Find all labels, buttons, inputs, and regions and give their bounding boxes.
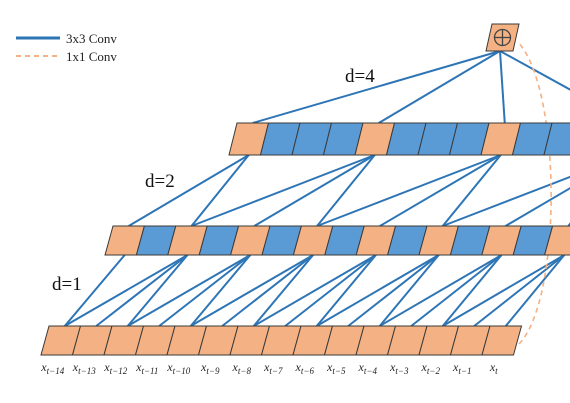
edge-l1-l2 [64,254,189,327]
edge-l1-l2 [127,254,251,327]
edge-l1-l2 [379,254,503,327]
edge-l3-sum [499,50,570,91]
legend-3x3-label: 3x3 Conv [66,31,117,46]
edge-l1-l2 [442,254,565,327]
input-label-2: xt−13 [72,360,96,376]
edge-l1-l2 [315,254,377,327]
edge-l2-l3 [442,175,570,227]
edge-l1-l2 [504,254,566,327]
input-label-12: xt−3 [389,360,409,376]
input-label-8: xt−7 [263,360,283,376]
input-label-9: xt−6 [295,360,315,376]
input-label-1: xt−14 [40,360,64,376]
edge-l1-l2 [473,254,565,327]
edge-l1-l2 [63,254,126,327]
edge-l1-l2 [316,254,440,327]
edge-l1-l2 [190,254,314,327]
legend-1x1-label: 1x1 Conv [66,49,117,64]
edge-l2-l3 [190,154,250,227]
edge-l2-l3 [504,187,570,227]
input-label-11: xt−4 [358,360,378,376]
input-label-15: xt [489,360,498,376]
connections [63,41,570,345]
sum-node [485,23,520,52]
edge-l1-l2 [189,254,252,327]
layers [40,122,570,356]
edge-l2-l3 [191,154,376,227]
input-label-10: xt−5 [326,360,346,376]
edge-l1-l2 [158,254,251,327]
edge-l1-l2 [410,254,503,327]
edge-l3-sum [499,50,506,124]
dilation-label-4: d=4 [345,66,375,87]
dilation-label-1: d=1 [52,274,82,295]
edge-l1-l2 [378,254,440,327]
layer1-cell-15 [481,325,523,356]
input-label-5: xt−10 [166,360,190,376]
edge-l2-l3 [441,154,502,227]
input-label-3: xt−12 [103,360,127,376]
edge-l3-sum [252,50,501,124]
edge-l1-l2 [221,254,314,327]
edge-l1-l2 [347,254,440,327]
legend: 3x3 Conv 1x1 Conv [16,31,117,64]
labels: d=1 d=2 d=4 [52,66,375,295]
layer3-cell-11 [543,122,570,156]
edge-l1-l2 [441,254,503,327]
input-label-7: xt−8 [232,360,252,376]
edge-l1-l2 [126,254,189,327]
input-label-13: xt−2 [421,360,441,376]
edge-l1-l2 [252,254,314,327]
edge-l2-l3 [316,154,376,227]
edge-l2-l3 [128,154,250,227]
edge-l3-sum [378,50,501,124]
edge-l2-l3 [379,154,502,227]
input-label-4: xt−11 [135,360,158,376]
input-labels: xt−14 xt−13 xt−12 xt−11 xt−10 xt−9 xt−8 xt−7 xt−… [40,360,498,376]
residual-1x1-connection [517,41,552,345]
edge-l1-l2 [95,254,189,327]
input-label-6: xt−9 [200,360,220,376]
edge-l2-l3 [316,154,502,227]
edge-l1-l2 [284,254,377,327]
edge-l2-l3 [253,154,376,227]
edge-l1-l2 [253,254,377,327]
layer2-cell-15 [543,225,570,256]
dilation-label-2: d=2 [145,171,175,192]
input-label-14: xt−1 [452,360,471,376]
